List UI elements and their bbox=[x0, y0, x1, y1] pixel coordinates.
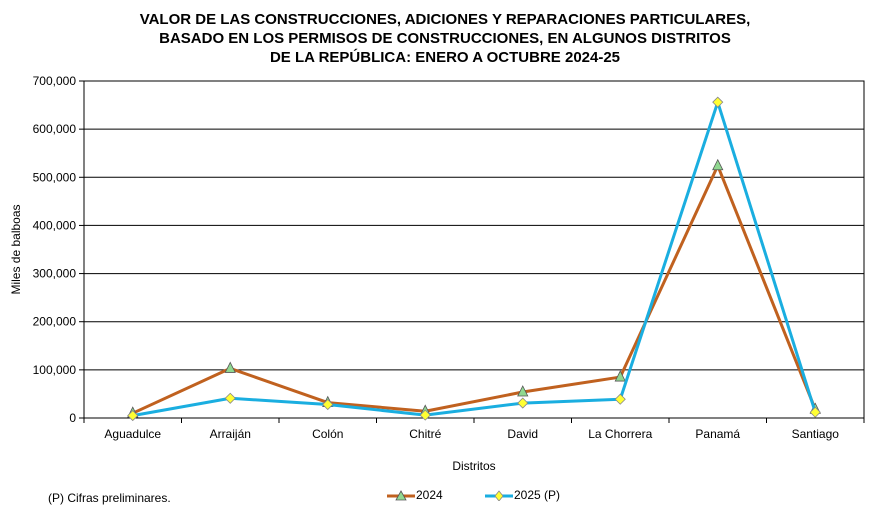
data-point bbox=[614, 393, 626, 405]
x-axis-label: Distritos bbox=[452, 459, 495, 473]
data-point bbox=[127, 410, 139, 422]
data-point bbox=[517, 385, 529, 397]
data-point bbox=[322, 398, 334, 411]
legend-label-2025: 2025 (P) bbox=[514, 488, 561, 502]
data-point bbox=[712, 96, 724, 108]
x-tick-label: Colón bbox=[312, 427, 343, 441]
chart-title-line-3: DE LA REPÚBLICA: ENERO A OCTUBRE 2024-25 bbox=[269, 49, 621, 66]
series-line bbox=[132, 100, 817, 418]
y-tick-label: 600,000 bbox=[33, 122, 77, 136]
x-tick-label: La Chorrera bbox=[588, 427, 652, 441]
data-point bbox=[224, 361, 236, 373]
series-line bbox=[132, 164, 817, 415]
legend-swatch-2024 bbox=[387, 490, 415, 501]
x-tick-label: Panamá bbox=[695, 427, 740, 441]
series-2025 bbox=[127, 96, 821, 422]
y-tick-label: 100,000 bbox=[33, 363, 77, 377]
chart-title-line-2: BASADO EN LOS PERMISOS DE CONSTRUCCIONES… bbox=[159, 30, 731, 47]
x-tick-label: Santiago bbox=[792, 427, 840, 441]
legend-item-2024: 2024 bbox=[386, 488, 443, 502]
y-axis-label: Miles de balboas bbox=[9, 204, 23, 294]
data-point bbox=[614, 370, 626, 382]
data-point bbox=[517, 397, 529, 409]
legend-label-2024: 2024 bbox=[416, 488, 443, 502]
chart-title-line-1: VALOR DE LAS CONSTRUCCIONES, ADICIONES Y… bbox=[139, 11, 751, 28]
data-point bbox=[224, 392, 236, 404]
y-tick-label: 700,000 bbox=[33, 74, 77, 88]
legend-item-2025: 2025 (P) bbox=[484, 488, 560, 502]
legend-swatch-2025 bbox=[485, 490, 513, 501]
y-tick-label: 300,000 bbox=[33, 267, 77, 281]
chart-title: VALOR DE LAS CONSTRUCCIONES, ADICIONES Y… bbox=[0, 10, 890, 67]
x-tick-label: Chitré bbox=[409, 427, 441, 441]
data-point bbox=[419, 409, 431, 421]
plot-area-border bbox=[83, 80, 865, 419]
y-tick-label: 0 bbox=[69, 411, 76, 425]
data-point bbox=[809, 406, 821, 418]
x-tick-label: Arraiján bbox=[210, 427, 251, 441]
data-point bbox=[712, 158, 724, 171]
x-tick-label: David bbox=[507, 427, 538, 441]
y-tick-label: 400,000 bbox=[33, 218, 77, 232]
y-tick-label: 200,000 bbox=[33, 315, 77, 329]
footnote: (P) Cifras preliminares. bbox=[48, 491, 171, 505]
x-tick-label: Aguadulce bbox=[104, 427, 161, 441]
y-tick-label: 500,000 bbox=[33, 170, 77, 184]
series-2024 bbox=[127, 158, 821, 418]
